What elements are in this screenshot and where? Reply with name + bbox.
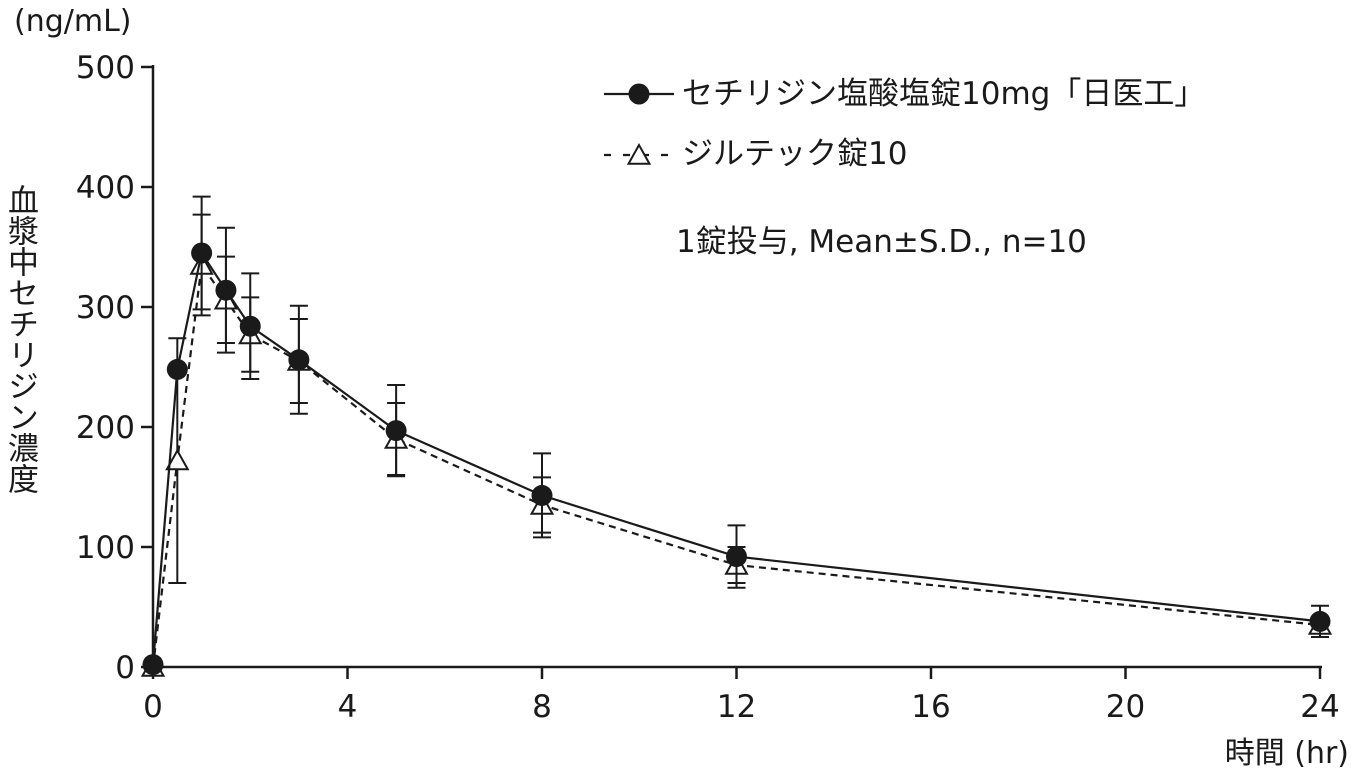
x-tick-label: 20 [1106, 689, 1145, 725]
y-tick-label: 200 [76, 410, 135, 446]
data-point [142, 654, 164, 676]
data-point [166, 358, 188, 380]
data-point [1309, 610, 1331, 632]
data-point [239, 315, 261, 337]
legend-markers [604, 83, 674, 165]
data-point [531, 484, 553, 506]
data-point [288, 349, 310, 371]
x-tick-label: 16 [911, 689, 950, 725]
y-tick-label: 500 [76, 50, 135, 86]
x-tick-label: 24 [1300, 689, 1339, 725]
data-point [165, 448, 190, 471]
x-axis-title: 時間 (hr) [1224, 736, 1349, 771]
series-1 [142, 195, 1331, 676]
legend-label-series-1: セチリジン塩酸塩錠10mg「日医工」 [682, 76, 1206, 112]
y-tick-label: 0 [115, 650, 135, 686]
x-tick-label: 0 [143, 689, 163, 725]
legend-label-series-2: ジルテック錠10 [682, 136, 908, 172]
chart-annotation: 1錠投与, Mean±S.D., n=10 [676, 224, 1087, 260]
y-axis-ticks: 0 100 200 300 400 500 [76, 50, 153, 686]
series-2 [140, 213, 1333, 677]
y-axis-unit-label: (ng/mL) [14, 4, 132, 39]
data-point [385, 420, 407, 442]
series-line [151, 250, 1321, 665]
x-tick-label: 12 [717, 689, 756, 725]
x-tick-label: 8 [532, 689, 552, 725]
series-layer [140, 195, 1333, 677]
series-line [151, 262, 1321, 668]
data-point [726, 546, 747, 568]
y-tick-label: 400 [76, 170, 135, 206]
legend-marker-series-2 [626, 142, 652, 165]
y-tick-label: 300 [76, 290, 135, 326]
y-tick-label: 100 [76, 530, 135, 566]
x-axis-ticks: 0 4 8 12 16 20 24 [143, 667, 1340, 725]
data-point [191, 242, 213, 264]
y-axis-title: 血漿中セチリジン濃度 [2, 184, 38, 494]
legend-marker-series-1 [628, 83, 650, 105]
x-tick-label: 4 [338, 689, 358, 725]
data-point [215, 279, 237, 301]
